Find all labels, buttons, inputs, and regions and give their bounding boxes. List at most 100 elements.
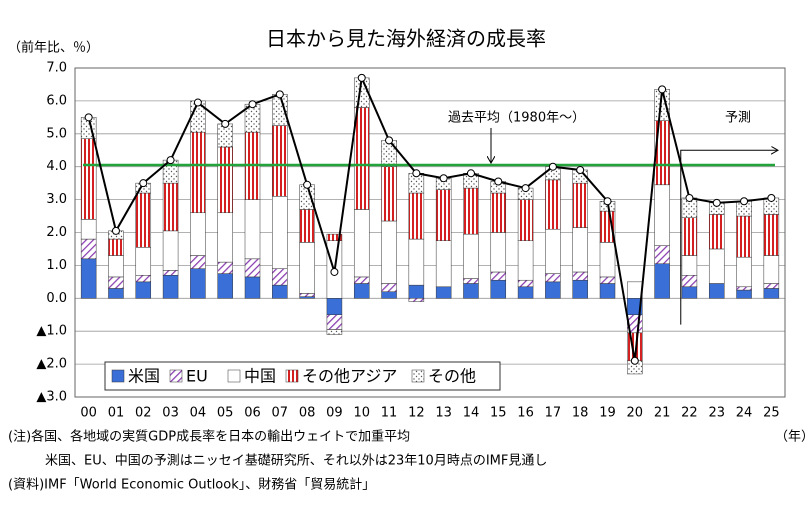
- legend-label: その他アジア: [302, 367, 397, 386]
- bar-segment: [299, 293, 315, 297]
- bar-segment: [108, 238, 124, 256]
- bar-segment: [162, 230, 179, 271]
- bar-segment: [463, 278, 479, 284]
- bar-segment: [135, 247, 152, 276]
- bar-segment: [80, 138, 97, 220]
- bar-segment: [736, 289, 752, 299]
- x-tick-label: 07: [272, 406, 289, 421]
- bar-segment: [299, 242, 315, 294]
- bar-segment: [217, 261, 233, 274]
- bar-segment: [681, 275, 698, 288]
- bar-segment: [408, 192, 425, 240]
- bar-segment: [217, 146, 233, 214]
- legend-swatch: [227, 369, 241, 383]
- bar-segment: [135, 275, 152, 283]
- x-tick-label: 23: [708, 406, 725, 421]
- total-point: [357, 73, 366, 82]
- x-tick-label: 25: [763, 406, 780, 421]
- total-point: [576, 165, 585, 174]
- bar-segment: [763, 255, 780, 284]
- bar-segment: [517, 240, 534, 281]
- bar-segment: [572, 271, 588, 281]
- total-point: [685, 193, 694, 202]
- bar-segment: [572, 227, 588, 273]
- y-tick-label: ▲3.0: [36, 390, 67, 405]
- bar-segment: [190, 131, 206, 214]
- bar-segment: [353, 209, 370, 278]
- x-tick-label: 06: [244, 406, 261, 421]
- bar-segment: [490, 192, 507, 233]
- bar-segment: [381, 220, 397, 284]
- x-tick-label: 10: [353, 406, 370, 421]
- total-line: [87, 74, 772, 361]
- bar-segment: [244, 199, 261, 260]
- bar-segment: [108, 276, 124, 289]
- total-point: [767, 193, 776, 202]
- bar-segment: [244, 276, 261, 299]
- bar-segment: [545, 281, 561, 299]
- bar-segment: [517, 199, 534, 241]
- legend-swatch: [111, 369, 125, 383]
- bar-segment: [599, 283, 616, 299]
- x-tick-label: 09: [326, 406, 343, 421]
- x-tick-label: 15: [490, 406, 507, 421]
- bar-segment: [572, 182, 588, 228]
- bar-segment: [190, 212, 206, 256]
- total-point: [712, 198, 721, 207]
- bar-segment: [299, 209, 315, 243]
- bar-segment: [654, 120, 670, 186]
- bar-segment: [408, 238, 425, 286]
- total-point: [84, 113, 93, 122]
- total-point: [494, 177, 503, 186]
- chart-title: 日本から見た海外経済の成長率: [266, 27, 546, 51]
- bar-segment: [162, 275, 179, 299]
- bar-segment: [463, 283, 479, 299]
- bar-segment: [217, 273, 233, 299]
- x-tick-label: 11: [381, 406, 398, 421]
- x-tick-label: 08: [299, 406, 316, 421]
- bar-segment: [190, 255, 206, 269]
- x-tick-label: 13: [435, 406, 452, 421]
- bar-segment: [681, 286, 698, 299]
- legend-swatch: [285, 369, 299, 383]
- legend-label: 米国: [128, 367, 160, 386]
- bar-segment: [435, 189, 452, 241]
- forecast-arrow: [680, 150, 777, 325]
- total-point: [630, 356, 639, 365]
- bar-segment: [272, 284, 288, 299]
- bar-segment: [326, 329, 343, 335]
- bar-segment: [381, 166, 397, 222]
- bar-segment: [736, 215, 752, 258]
- x-tick-label: 17: [545, 406, 562, 421]
- note: (注)各国、各地域の実質GDP成長率を日本の輸出ウェイトで加重平均: [8, 429, 410, 445]
- total-point: [193, 98, 202, 107]
- y-tick-label: 7.0: [46, 61, 67, 76]
- x-tick-label: 24: [736, 406, 753, 421]
- total-point: [439, 174, 448, 183]
- bar-segment: [435, 240, 452, 288]
- average-label: 過去平均（1980年～）: [448, 111, 585, 126]
- bar-segment: [408, 298, 425, 302]
- x-tick-label: 16: [517, 406, 534, 421]
- x-tick-label: 14: [463, 406, 480, 421]
- y-tick-label: ▲2.0: [36, 357, 67, 372]
- bar-segment: [708, 214, 725, 250]
- total-point: [740, 197, 749, 206]
- x-tick-label: 20: [627, 406, 644, 421]
- bar-segment: [326, 298, 343, 315]
- bar-segment: [654, 184, 670, 246]
- bar-segment: [108, 288, 124, 299]
- total-point: [139, 179, 148, 188]
- bar-segment: [80, 238, 97, 260]
- x-tick-label: 05: [217, 406, 234, 421]
- bar-segment: [80, 258, 97, 299]
- total-point: [166, 156, 175, 165]
- legend-label: 中国: [244, 367, 276, 386]
- x-tick-label: 12: [408, 406, 425, 421]
- bar-segment: [736, 256, 752, 288]
- note: (資料)IMF「World Economic Outlook」、財務省「貿易統計…: [8, 477, 375, 493]
- bar-segment: [244, 258, 261, 278]
- bar-segment: [490, 232, 507, 273]
- x-tick-label: 00: [80, 406, 97, 421]
